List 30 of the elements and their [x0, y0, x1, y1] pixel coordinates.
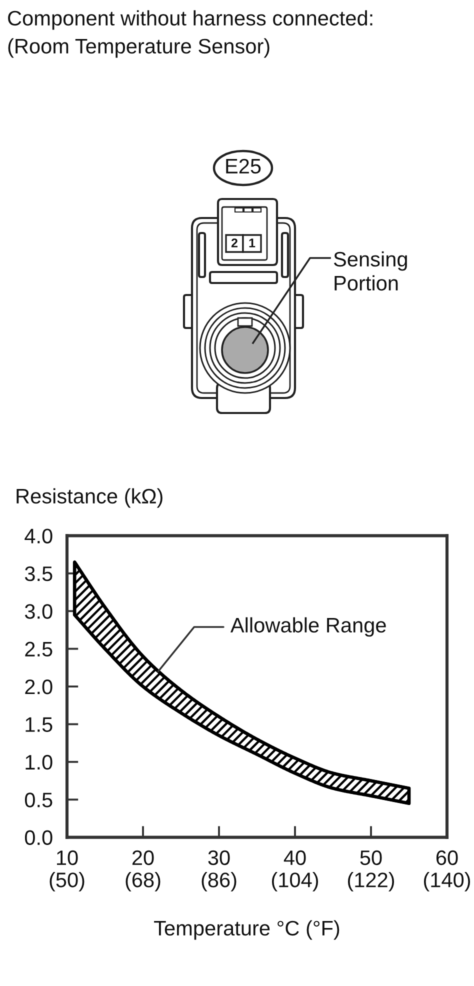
x-tick-label: 50: [360, 850, 382, 866]
y-tick-label: 3.0: [24, 604, 52, 619]
x-tick-label: 20: [132, 850, 154, 866]
x2-tick-label: (122): [348, 872, 394, 892]
text: 1: [249, 238, 256, 248]
x2-tick-label: (68): [126, 872, 160, 892]
y-tick-label: 2.0: [25, 680, 52, 694]
x-tick-label: 60: [436, 850, 458, 866]
text: 2: [231, 238, 238, 248]
y-tick-label: 0.0: [24, 830, 52, 846]
x-axis-title: Temperature °C (°F): [154, 920, 340, 940]
y-axis-title: Resistance (kΩ): [16, 488, 162, 508]
x2-tick-label: (104): [272, 872, 318, 892]
y-tick-label: 1.5: [26, 717, 52, 732]
x-tick-label: 40: [284, 850, 306, 866]
y-tick-label: 4.0: [24, 528, 52, 544]
text: Sensing Portion: [334, 251, 407, 291]
y-tick-label: 0.5: [24, 792, 52, 808]
annotation: Allowable Range: [230, 617, 386, 637]
chart-title: Component without harness connected:: [8, 10, 372, 30]
x-tick-label: 10: [57, 850, 78, 866]
text: E25: [226, 158, 261, 174]
chart-subtitle: (Room Temperature Sensor): [8, 38, 270, 58]
y-tick-label: 2.5: [25, 642, 52, 657]
x2-tick-label: (140): [424, 872, 470, 892]
y-tick-label: 3.5: [24, 566, 52, 582]
x-tick-label: 30: [208, 850, 230, 866]
x2-tick-label: (86): [202, 872, 236, 892]
y-tick-label: 1.0: [26, 754, 52, 770]
x2-tick-label: (50): [50, 872, 84, 892]
